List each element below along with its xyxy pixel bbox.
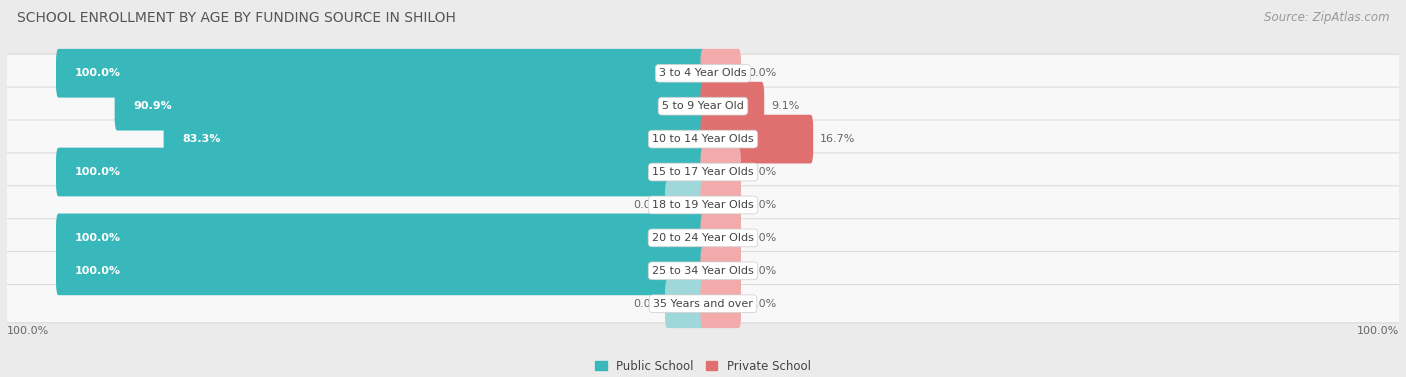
Text: 100.0%: 100.0% [75, 266, 121, 276]
FancyBboxPatch shape [56, 148, 706, 196]
Text: 10 to 14 Year Olds: 10 to 14 Year Olds [652, 134, 754, 144]
FancyBboxPatch shape [6, 120, 1400, 158]
Text: 100.0%: 100.0% [1357, 326, 1399, 336]
Text: 25 to 34 Year Olds: 25 to 34 Year Olds [652, 266, 754, 276]
Text: 100.0%: 100.0% [75, 68, 121, 78]
FancyBboxPatch shape [665, 279, 706, 328]
FancyBboxPatch shape [163, 115, 706, 164]
Text: SCHOOL ENROLLMENT BY AGE BY FUNDING SOURCE IN SHILOH: SCHOOL ENROLLMENT BY AGE BY FUNDING SOUR… [17, 11, 456, 25]
FancyBboxPatch shape [56, 247, 706, 295]
FancyBboxPatch shape [700, 115, 813, 164]
Text: 3 to 4 Year Olds: 3 to 4 Year Olds [659, 68, 747, 78]
Text: Source: ZipAtlas.com: Source: ZipAtlas.com [1264, 11, 1389, 24]
FancyBboxPatch shape [6, 285, 1400, 323]
FancyBboxPatch shape [6, 219, 1400, 257]
Text: 16.7%: 16.7% [820, 134, 856, 144]
Text: 100.0%: 100.0% [7, 326, 49, 336]
Text: 100.0%: 100.0% [75, 167, 121, 177]
Text: 0.0%: 0.0% [748, 68, 776, 78]
FancyBboxPatch shape [56, 213, 706, 262]
Text: 83.3%: 83.3% [183, 134, 221, 144]
Text: 0.0%: 0.0% [748, 299, 776, 309]
Text: 9.1%: 9.1% [772, 101, 800, 111]
FancyBboxPatch shape [700, 247, 741, 295]
Text: 90.9%: 90.9% [134, 101, 172, 111]
FancyBboxPatch shape [700, 49, 741, 98]
Text: 0.0%: 0.0% [748, 266, 776, 276]
Text: 0.0%: 0.0% [748, 167, 776, 177]
FancyBboxPatch shape [700, 213, 741, 262]
Text: 0.0%: 0.0% [633, 200, 661, 210]
FancyBboxPatch shape [700, 279, 741, 328]
FancyBboxPatch shape [6, 186, 1400, 224]
FancyBboxPatch shape [700, 181, 741, 229]
FancyBboxPatch shape [6, 153, 1400, 191]
FancyBboxPatch shape [6, 87, 1400, 125]
FancyBboxPatch shape [700, 148, 741, 196]
Text: 0.0%: 0.0% [748, 233, 776, 243]
FancyBboxPatch shape [115, 82, 706, 130]
Text: 35 Years and over: 35 Years and over [652, 299, 754, 309]
FancyBboxPatch shape [6, 54, 1400, 92]
Legend: Public School, Private School: Public School, Private School [591, 355, 815, 377]
Text: 100.0%: 100.0% [75, 233, 121, 243]
FancyBboxPatch shape [665, 181, 706, 229]
FancyBboxPatch shape [6, 252, 1400, 290]
Text: 20 to 24 Year Olds: 20 to 24 Year Olds [652, 233, 754, 243]
FancyBboxPatch shape [56, 49, 706, 98]
Text: 18 to 19 Year Olds: 18 to 19 Year Olds [652, 200, 754, 210]
Text: 5 to 9 Year Old: 5 to 9 Year Old [662, 101, 744, 111]
FancyBboxPatch shape [700, 82, 765, 130]
Text: 0.0%: 0.0% [633, 299, 661, 309]
Text: 0.0%: 0.0% [748, 200, 776, 210]
Text: 15 to 17 Year Olds: 15 to 17 Year Olds [652, 167, 754, 177]
